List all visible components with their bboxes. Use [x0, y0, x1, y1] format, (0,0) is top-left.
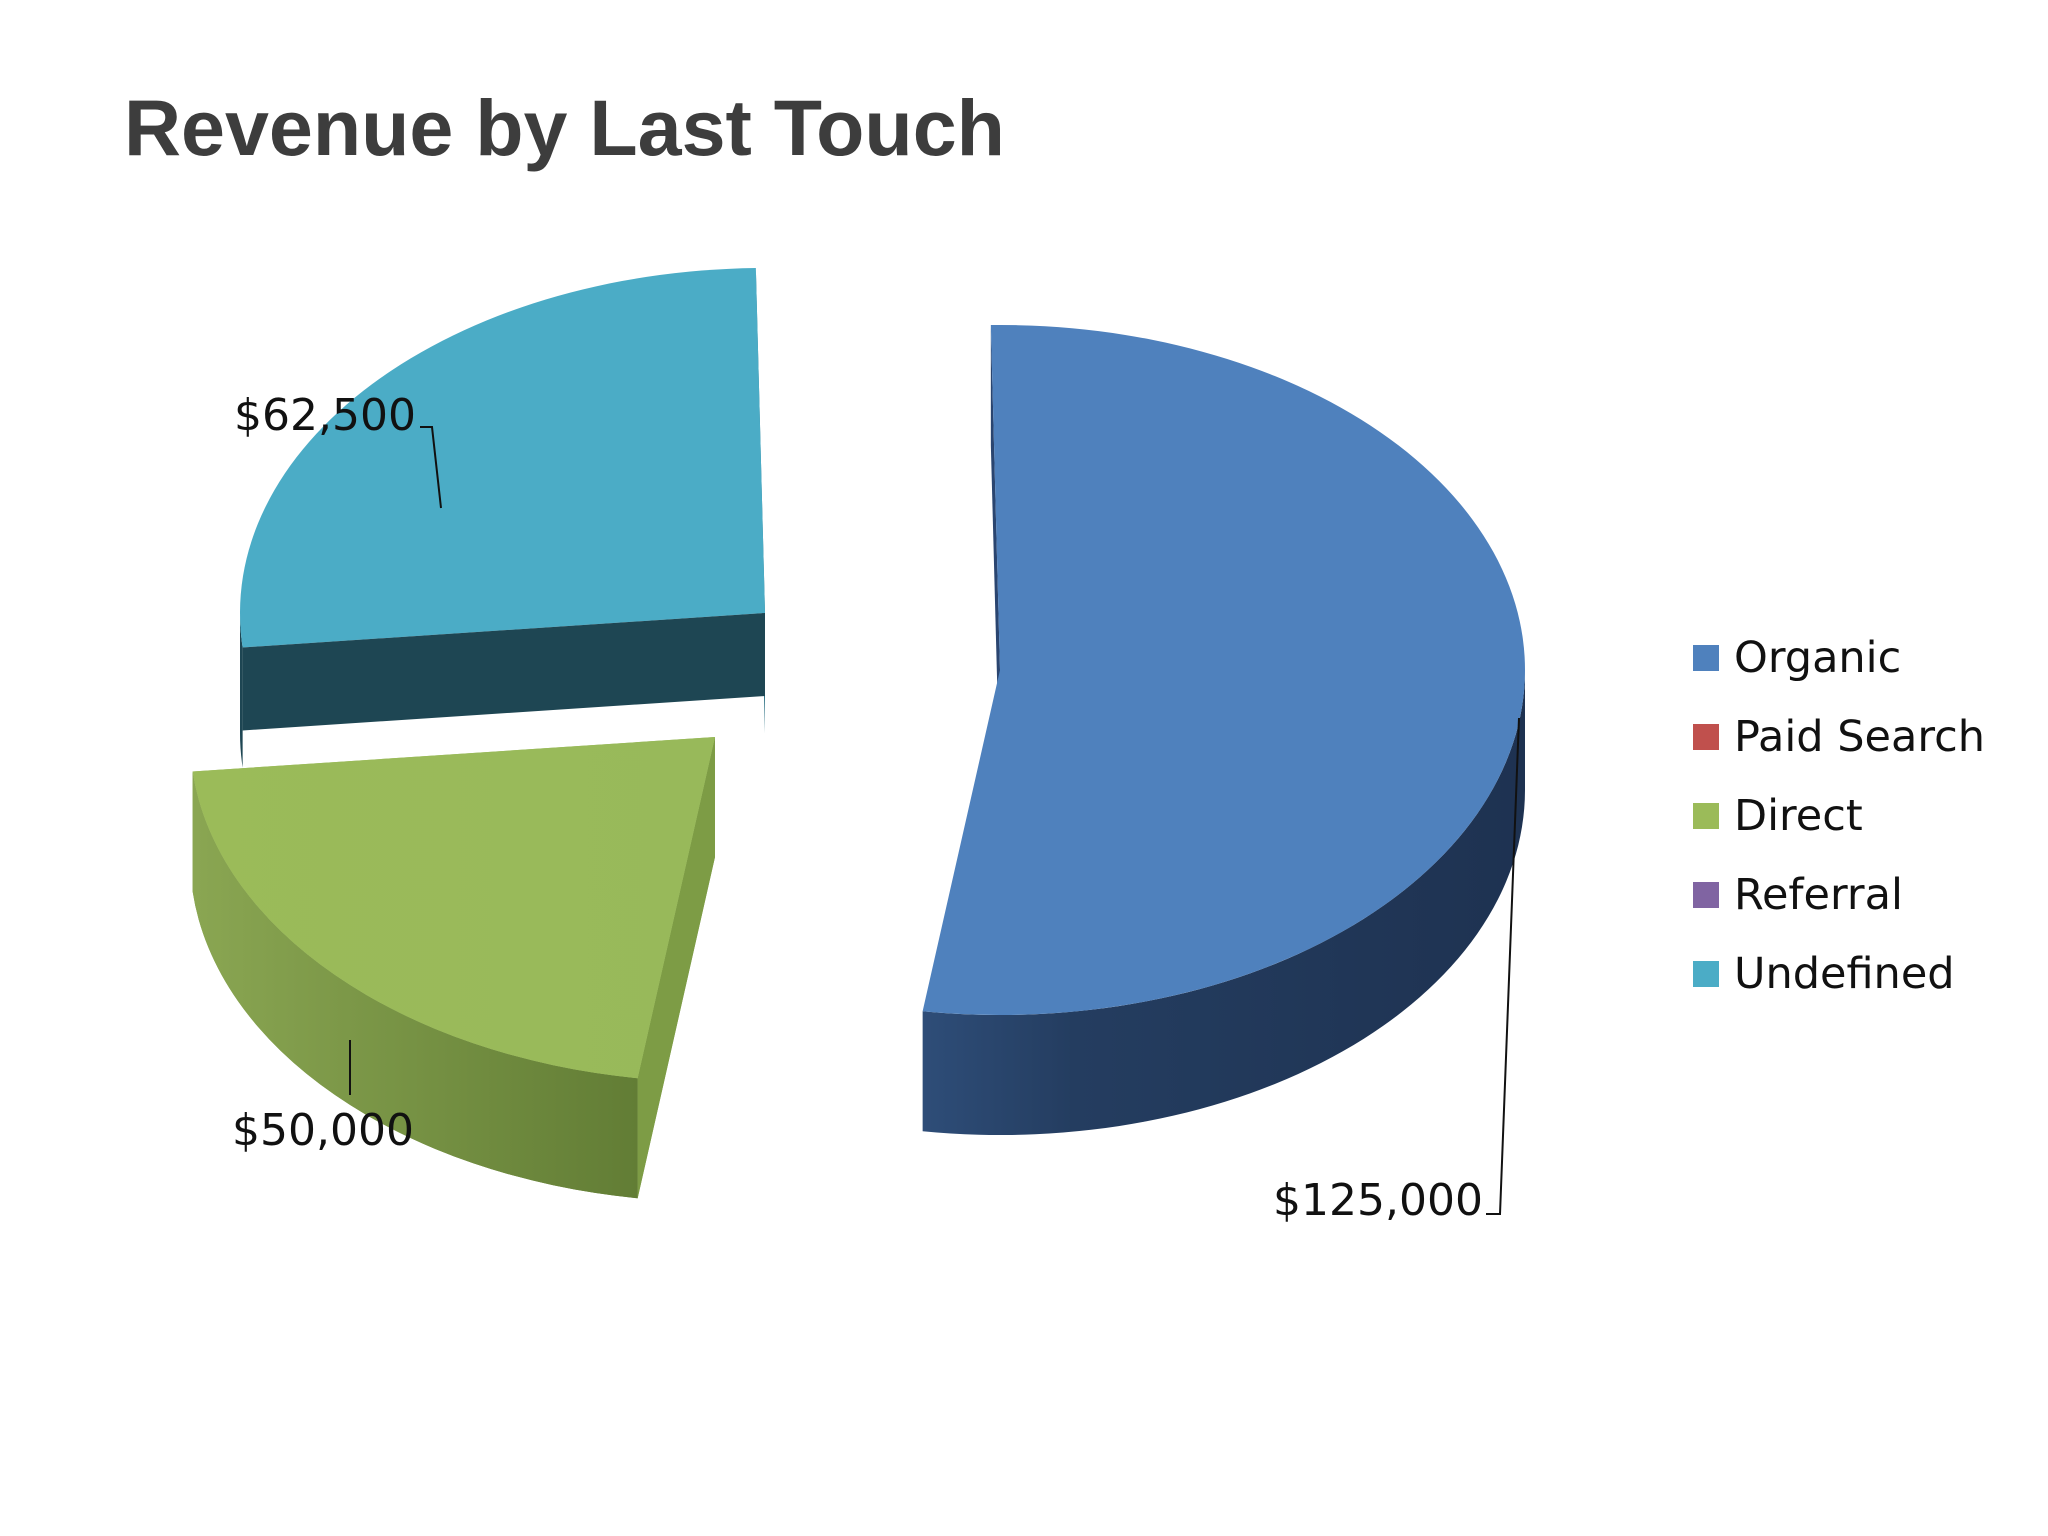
- pie-slice-direct: [192, 737, 715, 1199]
- slice-top-face: [192, 737, 715, 1079]
- legend-label: Paid Search: [1734, 712, 1985, 762]
- legend-label: Direct: [1734, 791, 1863, 841]
- legend-item-referral: Referral: [1693, 870, 1903, 920]
- slice-side-wall: [240, 613, 243, 768]
- data-label-undefined: $62,500: [234, 390, 442, 509]
- data-label-text: $125,000: [1273, 1175, 1483, 1226]
- legend-item-organic: Organic: [1693, 633, 1901, 683]
- legend-item-paid-search: Paid Search: [1693, 712, 1985, 762]
- slice-front-wall: [242, 613, 765, 731]
- slice-top-face: [240, 268, 766, 648]
- slice-cut-face: [990, 325, 1000, 790]
- legend-swatch: [1693, 803, 1719, 829]
- pie-slice-undefined-front: [242, 613, 765, 731]
- slice-top-face: [922, 325, 1525, 1015]
- legend-label: Undefined: [1734, 949, 1955, 999]
- pie-slice-organic: [922, 325, 1525, 1136]
- leader-line: [1486, 717, 1520, 1215]
- slide-title: Revenue by Last Touch: [124, 83, 1005, 172]
- legend-label: Organic: [1734, 633, 1901, 683]
- legend-swatch: [1693, 882, 1719, 908]
- data-label-text: $50,000: [232, 1105, 414, 1156]
- legend-swatch: [1693, 724, 1719, 750]
- pie-slices: [192, 268, 1525, 1199]
- leader-line: [420, 426, 442, 509]
- legend-swatch: [1693, 645, 1719, 671]
- data-label-organic: $125,000: [1273, 717, 1520, 1226]
- legend-swatch: [1693, 961, 1719, 987]
- slice-side-wall: [192, 771, 638, 1199]
- data-labels: $125,000 $50,000 $62,500: [232, 390, 1520, 1226]
- slice-side-wall: [922, 670, 1525, 1136]
- data-label-text: $62,500: [234, 390, 416, 441]
- legend-item-direct: Direct: [1693, 791, 1863, 841]
- slice-cut-face: [637, 737, 715, 1199]
- legend: Organic Paid Search Direct Referral Undefine…: [1693, 633, 1985, 999]
- legend-label: Referral: [1734, 870, 1903, 920]
- data-label-direct: $50,000: [232, 1040, 414, 1156]
- legend-item-undefined: Undefined: [1693, 949, 1955, 999]
